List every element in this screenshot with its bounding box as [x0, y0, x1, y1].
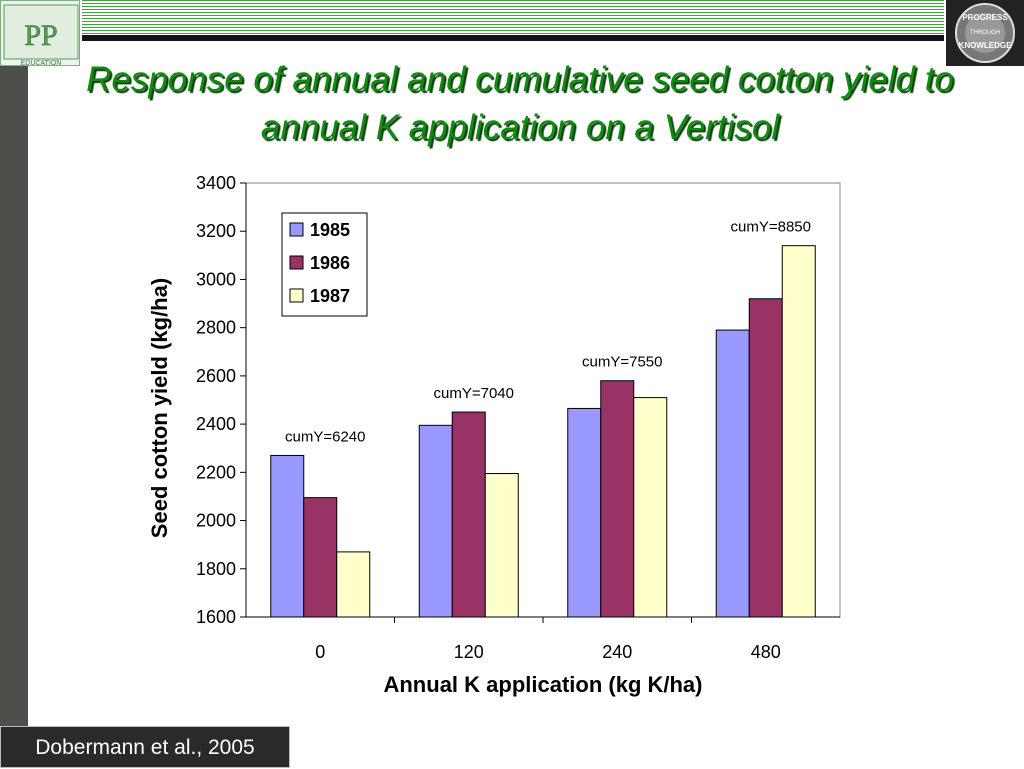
y-tick-label: 2600	[196, 366, 236, 386]
legend-swatch-1987	[289, 288, 304, 303]
y-tick-label: 1800	[196, 559, 236, 579]
bar-1987-240	[633, 397, 668, 618]
legend-label-1985: 1985	[310, 220, 350, 240]
bar-1985-0	[270, 454, 305, 618]
top-stripe-band	[82, 0, 944, 36]
svg-text:PP: PP	[24, 19, 57, 52]
svg-text:EDUCATION: EDUCATION	[21, 60, 62, 67]
x-axis-title: Annual K application (kg K/ha)	[383, 672, 702, 697]
bar-1985-480	[715, 329, 750, 618]
svg-text:KNOWLEDGE: KNOWLEDGE	[959, 41, 1013, 50]
y-tick-label: 2000	[196, 511, 236, 531]
x-tick-label: 240	[602, 642, 632, 662]
bar-1986-0	[303, 497, 338, 618]
y-axis-title: Seed cotton yield (kg/ha)	[147, 278, 172, 538]
top-rule	[82, 35, 944, 41]
y-tick-label: 1600	[196, 607, 236, 627]
y-tick-label: 2200	[196, 462, 236, 482]
bar-1987-480	[781, 245, 816, 618]
left-accent-bar	[0, 66, 28, 768]
bar-1986-480	[748, 298, 783, 618]
bar-1985-240	[567, 407, 602, 618]
slide-title: Response of annual and cumulative seed c…	[86, 60, 954, 147]
y-tick-label: 3200	[196, 221, 236, 241]
legend-swatch-1985	[289, 222, 304, 237]
bar-1986-240	[600, 380, 635, 618]
citation-label: Dobermann et al., 2005	[0, 726, 290, 768]
bar-1986-120	[451, 411, 486, 618]
y-tick-label: 3400	[196, 173, 236, 193]
x-tick-label: 0	[315, 642, 325, 662]
legend-label-1986: 1986	[310, 253, 350, 273]
x-tick-label: 120	[454, 642, 484, 662]
bar-1987-0	[336, 551, 371, 618]
cumulative-yield-label: cumY=8850	[731, 219, 811, 236]
y-tick-label: 3000	[196, 269, 236, 289]
bar-1985-120	[418, 424, 453, 618]
progress-knowledge-logo: PROGRESS THROUGH KNOWLEDGE	[946, 0, 1024, 66]
x-tick-label: 480	[751, 642, 781, 662]
svg-text:PROGRESS: PROGRESS	[962, 13, 1008, 22]
bar-1987-120	[484, 473, 519, 618]
y-tick-label: 2400	[196, 414, 236, 434]
cumulative-yield-label: cumY=7550	[582, 354, 662, 371]
legend-swatch-1986	[289, 255, 304, 270]
svg-text:THROUGH: THROUGH	[970, 30, 1000, 36]
cumulative-yield-label: cumY=7040	[434, 385, 514, 402]
legend-label-1987: 1987	[310, 286, 350, 306]
ppi-ppic-logo-graphic: PP EDUCATION	[3, 4, 79, 67]
progress-knowledge-logo-graphic: PROGRESS THROUGH KNOWLEDGE	[955, 3, 1015, 63]
cumulative-yield-label: cumY=6240	[285, 428, 365, 445]
ppi-ppic-logo: PP EDUCATION	[0, 0, 80, 67]
y-tick-label: 2800	[196, 318, 236, 338]
